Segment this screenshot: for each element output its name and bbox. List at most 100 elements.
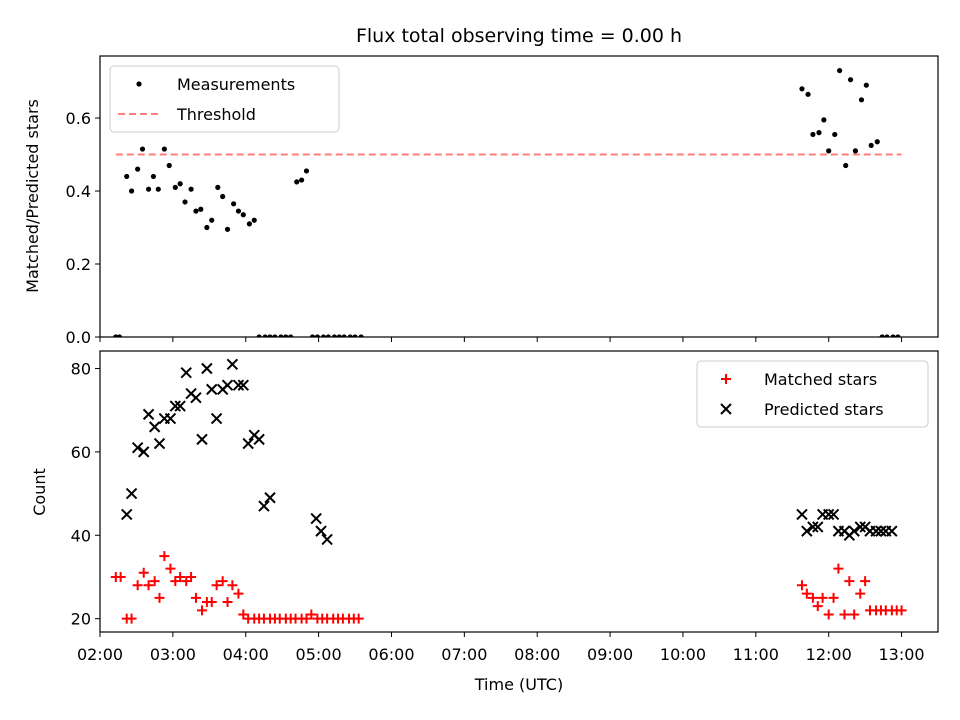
- predicted-star-point: [848, 525, 860, 537]
- matched-star-point: [306, 609, 317, 620]
- measurement-point: [193, 208, 199, 214]
- measurement-point: [166, 162, 172, 169]
- measurement-point: [799, 86, 805, 92]
- measurement-point: [890, 334, 896, 337]
- measurement-point: [837, 67, 843, 74]
- bottom-panel: 20 40 60 80 02:00 03:00 04:00 05:00 06:00 07:00 08…: [71, 350, 939, 664]
- bottom-y-tick-label: 80: [71, 360, 91, 379]
- measurement-point: [847, 77, 854, 83]
- predicted-star-point: [174, 400, 186, 412]
- predicted-star-point: [206, 383, 218, 396]
- matched-star-point: [233, 588, 244, 599]
- matched-star-point: [801, 588, 812, 599]
- predicted-star-point: [232, 379, 245, 391]
- chart-title: Flux total observing time = 0.00 h: [356, 25, 682, 47]
- matched-star-point: [844, 576, 855, 587]
- measurement-point: [879, 334, 885, 337]
- measurement-point: [116, 334, 123, 337]
- matched-star-point: [165, 563, 176, 574]
- predicted-star-point: [242, 437, 254, 450]
- predicted-star-point: [870, 525, 882, 537]
- matched-star-point: [115, 571, 126, 582]
- measurement-point: [299, 177, 305, 183]
- predicted-star-point: [807, 521, 819, 533]
- matched-star-point: [132, 580, 143, 591]
- x-tick-label: 09:00: [587, 645, 633, 664]
- measurement-point: [177, 181, 183, 187]
- matched-star-point: [860, 576, 871, 587]
- predicted-star-point: [827, 508, 840, 521]
- matched-star-point: [353, 613, 364, 624]
- measurement-point: [145, 186, 152, 192]
- predicted-star-point: [796, 508, 808, 521]
- top-series-0: [113, 67, 901, 337]
- top-panel: 0.0 0.2 0.4 0.6 Measurements Threshold: [66, 55, 939, 347]
- bottom-y-axis-label: Count: [30, 468, 49, 516]
- matched-star-point: [126, 613, 137, 624]
- predicted-star-point: [148, 421, 161, 433]
- matched-star-point: [211, 580, 222, 591]
- measurement-point: [884, 334, 890, 337]
- predicted-star-point: [321, 533, 333, 546]
- bottom-plot-area: [110, 358, 907, 624]
- x-tick-label: 12:00: [806, 645, 852, 664]
- measurement-point: [209, 217, 215, 223]
- measurement-point: [172, 184, 178, 190]
- bottom-series-1: [121, 358, 898, 546]
- measurement-point: [832, 131, 838, 138]
- predicted-star-point: [886, 525, 898, 537]
- predicted-star-point: [138, 446, 150, 458]
- x-tick-label: 04:00: [223, 645, 269, 664]
- matched-star-point: [823, 609, 834, 620]
- measurement-point: [235, 208, 242, 214]
- x-tick-label: 10:00: [660, 645, 706, 664]
- measurement-point: [347, 334, 353, 337]
- predicted-star-point: [258, 500, 270, 512]
- measurement-point: [874, 139, 880, 145]
- measurement-point: [150, 173, 157, 180]
- measurement-point: [868, 142, 874, 149]
- x-tick-label: 02:00: [77, 645, 123, 664]
- measurement-point: [294, 179, 300, 185]
- top-y-axis-label: Matched/Predicted stars: [23, 99, 42, 293]
- matched-star-point: [175, 571, 186, 582]
- measurement-point: [278, 334, 284, 337]
- predicted-star-point: [854, 521, 866, 533]
- measurement-point: [139, 146, 146, 152]
- legend-label: Matched stars: [764, 370, 877, 389]
- matched-star-point: [227, 580, 238, 591]
- predicted-star-point: [169, 400, 182, 412]
- x-tick-label: 05:00: [296, 645, 342, 664]
- legend-label: Predicted stars: [764, 400, 884, 419]
- measurement-point: [128, 188, 135, 194]
- measurement-point: [843, 162, 849, 169]
- measurement-point: [821, 117, 827, 123]
- matched-star-point: [833, 563, 844, 574]
- predicted-star-point: [801, 525, 813, 537]
- predicted-star-point: [153, 437, 166, 450]
- measurement-point: [303, 168, 310, 174]
- measurement-point: [325, 334, 331, 337]
- matched-star-point: [186, 571, 197, 582]
- legend-matched-marker: [721, 374, 731, 384]
- measurement-point: [188, 186, 194, 192]
- predicted-star-point: [131, 442, 144, 454]
- measurement-point: [283, 334, 289, 337]
- legend-measurements-marker: [136, 81, 142, 87]
- predicted-star-point: [201, 362, 213, 375]
- matched-star-point: [217, 576, 228, 587]
- predicted-star-point: [142, 408, 155, 421]
- measurement-point: [858, 97, 865, 103]
- matched-star-point: [138, 567, 149, 578]
- matched-star-point: [143, 580, 154, 591]
- predicted-star-point: [875, 525, 887, 537]
- matched-star-point: [206, 596, 217, 607]
- x-tick-label: 13:00: [879, 645, 925, 664]
- measurement-point: [251, 217, 257, 223]
- top-y-tick-label: 0.4: [66, 182, 91, 201]
- top-legend-box: [109, 65, 340, 133]
- measurement-point: [352, 334, 358, 337]
- bottom-legend-box: [696, 360, 929, 428]
- measurement-point: [272, 334, 278, 337]
- measurement-point: [895, 334, 901, 337]
